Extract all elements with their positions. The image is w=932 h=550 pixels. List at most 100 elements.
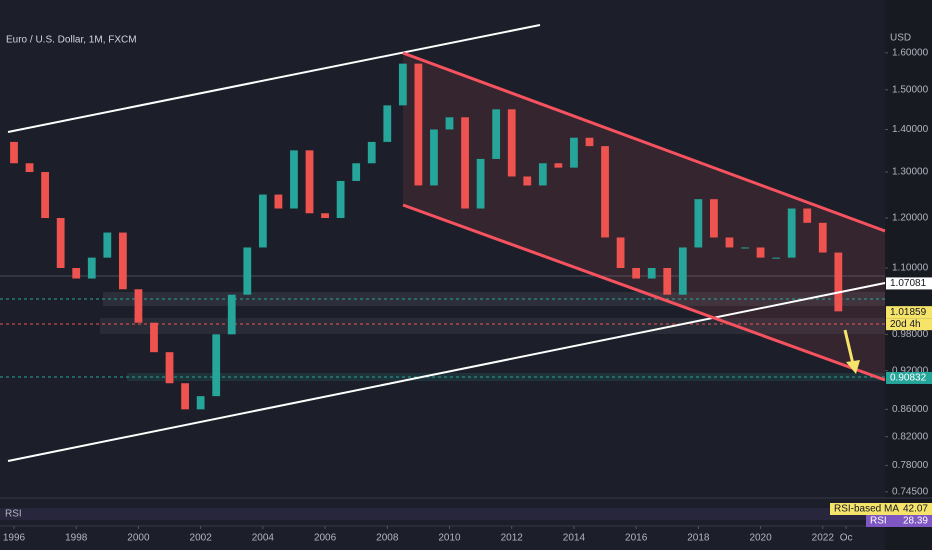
price-axis <box>885 0 932 550</box>
x-tick-label: 1998 <box>65 533 88 544</box>
x-tick-label: 2000 <box>127 533 150 544</box>
candle <box>103 232 112 258</box>
countdown-box <box>886 318 932 331</box>
candle <box>741 247 749 249</box>
candle <box>616 237 625 268</box>
candle <box>694 199 703 248</box>
candle <box>570 137 578 168</box>
candle <box>25 163 34 173</box>
rsi-ma-value: 42.07 <box>903 504 928 515</box>
candle <box>585 137 594 147</box>
candle <box>56 218 65 268</box>
x-tick-label: 2008 <box>376 533 399 544</box>
y-tick-label: 0.86000 <box>892 404 929 415</box>
y-tick-label: 1.40000 <box>892 124 929 135</box>
candle <box>41 172 49 219</box>
y-tick-label: 0.92000 <box>892 365 929 376</box>
candle <box>398 63 407 106</box>
candle <box>290 150 298 209</box>
channel-line <box>402 203 886 382</box>
candle <box>834 252 843 312</box>
candle <box>352 163 361 181</box>
price-label-box <box>886 277 932 290</box>
y-tick-label: 1.60000 <box>892 47 929 58</box>
candle <box>212 334 221 397</box>
y-tick-label: 0.82000 <box>892 431 929 442</box>
candle <box>538 163 547 186</box>
candle <box>647 267 656 279</box>
candle <box>321 213 329 219</box>
arrow-head <box>846 360 860 374</box>
candle <box>523 176 532 186</box>
currency: USD <box>890 33 911 44</box>
rsi-value: 28.39 <box>903 516 928 527</box>
rsi-pane-label: RSI <box>5 509 22 520</box>
candle <box>787 208 796 258</box>
rsi-ma-label: RSI-based MA <box>834 504 899 515</box>
candle <box>678 247 687 295</box>
y-tick-label: 1.20000 <box>892 213 929 224</box>
x-tick-label: 2004 <box>252 533 275 544</box>
channel-line <box>402 51 886 233</box>
y-tick-label: 1.30000 <box>892 167 929 178</box>
candle <box>492 109 501 159</box>
candle <box>818 222 827 253</box>
candle <box>87 257 96 279</box>
candle <box>461 117 469 209</box>
price-label-box <box>886 371 932 384</box>
candle <box>274 194 283 209</box>
price-label: 1.01859 <box>890 307 927 318</box>
x-tick-label: 1996 <box>3 533 26 544</box>
price-label: 0.90832 <box>890 373 927 384</box>
candle <box>72 267 81 279</box>
rsi-box <box>866 515 932 527</box>
price-label: 1.07081 <box>890 278 927 289</box>
candle <box>367 141 376 164</box>
candle <box>383 105 392 142</box>
y-tick-label: 0.98000 <box>892 329 929 340</box>
candle <box>150 322 158 353</box>
candle <box>554 163 563 168</box>
y-tick-label: 1.10000 <box>892 263 929 274</box>
candle <box>601 146 609 238</box>
x-tick-label: 2014 <box>563 533 586 544</box>
candle <box>725 237 734 248</box>
rsi-ma-box <box>830 503 932 515</box>
candle <box>258 194 267 248</box>
rsi-band <box>0 508 885 520</box>
candle <box>632 267 641 279</box>
candle <box>663 267 672 295</box>
price-label-box <box>886 306 932 319</box>
x-tick-label: 2022 <box>812 533 835 544</box>
candle <box>476 158 485 209</box>
candle <box>414 63 423 186</box>
x-tick-label: 2020 <box>749 533 772 544</box>
x-tick-label: 2012 <box>501 533 524 544</box>
y-tick-label: 0.74500 <box>892 486 929 497</box>
chart-title: Euro / U.S. Dollar, 1M, FXCM <box>6 35 137 46</box>
x-tick-label: 2002 <box>190 533 213 544</box>
arrow <box>843 329 855 365</box>
trend-line <box>7 282 886 462</box>
candle <box>227 294 236 335</box>
candle <box>118 232 127 290</box>
candle <box>445 117 454 130</box>
trend-line <box>7 24 541 133</box>
channel-fill <box>403 53 885 380</box>
candle <box>165 352 174 384</box>
candle <box>336 180 345 219</box>
candle <box>196 396 205 410</box>
candle <box>507 109 516 177</box>
candle <box>134 289 143 323</box>
x-tick-label: Oc <box>840 533 853 544</box>
countdown: 20d 4h <box>890 319 921 330</box>
candle <box>181 383 189 410</box>
rsi-label: RSI <box>870 516 887 527</box>
candle <box>243 247 252 295</box>
x-tick-label: 2006 <box>314 533 337 544</box>
zone <box>100 318 885 334</box>
x-tick-label: 2018 <box>687 533 710 544</box>
x-tick-label: 2016 <box>625 533 648 544</box>
